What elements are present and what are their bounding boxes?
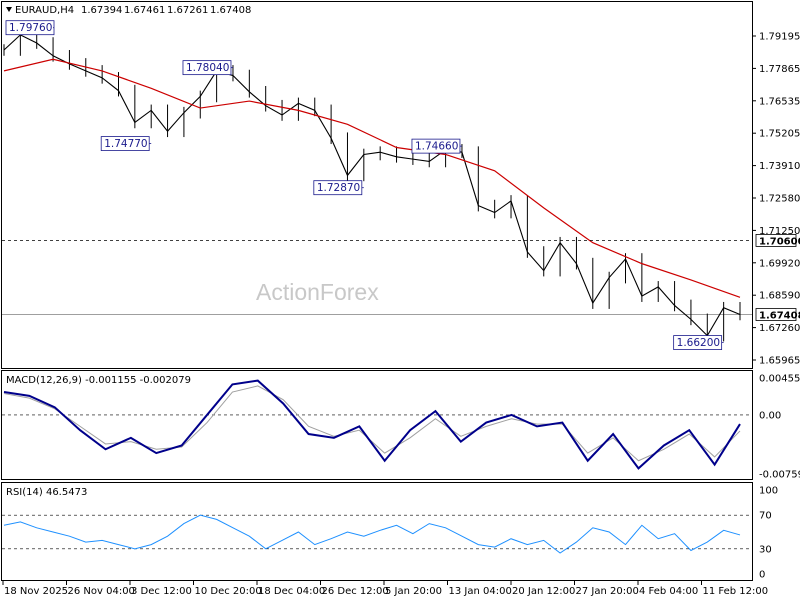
time-x-axis: 18 Nov 2025 26 Nov 04:003 Dec 12:00 10 Dec… [2, 581, 769, 597]
price-y-tick-label: 1.77865 [759, 64, 800, 75]
x-tick-label: 3 Dec 12:00 [131, 586, 192, 597]
macd-title: MACD(12,26,9) -0.001155 -0.002079 [6, 375, 191, 386]
macd-y-tick-label: -0.007593 [759, 470, 800, 481]
close-line [3, 34, 741, 337]
price-y-tick-label: 1.73910 [759, 161, 800, 172]
price-y-tick-label: 1.76535 [759, 96, 800, 107]
high-low-labels: 1.79760 1.74770 1.78040 1.72870 1.74660 1.662… [5, 20, 724, 350]
macd-y-axis: 0.004553 0.00 -0.007593 [759, 374, 800, 481]
symbol-label: EURAUD,H4 [15, 5, 74, 16]
rsi-y-tick-label: 0 [759, 570, 765, 581]
x-tick-label: 5 Jan 20:00 [385, 586, 442, 597]
x-tick-label: 13 Jan 04:00 [449, 586, 512, 597]
x-tick-label: 11 Feb 12:00 [703, 586, 769, 597]
price-y-tick-label: 1.72580 [759, 194, 800, 205]
price-y-tick-label: 1.79195 [759, 32, 800, 43]
price-y-tick-label: 1.67260 [759, 323, 800, 334]
high-low-label: 1.74770 [104, 138, 147, 150]
high-low-label: 1.74660 [415, 141, 458, 153]
price-panel [1, 1, 753, 369]
x-tick-label: 18 Nov 2025 [4, 586, 68, 597]
x-tick-label: 26 Dec 12:00 [322, 586, 389, 597]
level-tag-box [755, 234, 797, 247]
macd-panel [1, 370, 753, 480]
x-tick-label: 27 Jan 20:00 [576, 586, 639, 597]
high-low-label: 1.66200 [677, 337, 720, 349]
rsi-y-axis: 100 70 30 0 [759, 486, 778, 581]
x-tick-label: 26 Nov 04:00 [68, 586, 135, 597]
sma-line [3, 58, 741, 298]
close-value: 1.67408 [210, 5, 251, 16]
high-low-label: 1.72870 [317, 182, 360, 194]
x-tick-label: 10 Dec 20:00 [195, 586, 262, 597]
sma-series [3, 58, 741, 298]
high-low-label: 1.78040 [186, 62, 229, 74]
level-tag: 1.70600 [759, 236, 800, 247]
price-y-tick-label: 1.75205 [759, 129, 800, 140]
x-tick-label: 4 Feb 04:00 [639, 586, 698, 597]
x-tick-label: 18 Dec 04:00 [258, 586, 325, 597]
collapse-triangle-icon[interactable] [6, 7, 12, 12]
x-tick-label: 20 Jan 12:00 [512, 586, 575, 597]
high-value: 1.67461 [124, 5, 165, 16]
rsi-line [3, 514, 741, 554]
rsi-title: RSI(14) 46.5473 [6, 487, 87, 498]
price-y-tick-label: 1.65965 [759, 356, 800, 367]
rsi-y-tick-label: 100 [759, 486, 778, 497]
rsi-level-lines [2, 514, 752, 550]
price-y-tick-label: 1.68590 [759, 291, 800, 302]
low-value: 1.67261 [167, 5, 208, 16]
price-close-series [3, 34, 741, 337]
macd-y-tick-label: 0.00 [759, 410, 781, 421]
watermark: ActionForex [256, 279, 379, 305]
price-y-tick-label: 1.69920 [759, 258, 800, 269]
level-tag-box [755, 308, 797, 321]
rsi-y-tick-label: 70 [759, 511, 772, 522]
high-low-label: 1.79760 [9, 22, 52, 34]
level-tag: 1.67408 [759, 311, 800, 322]
macd-line [3, 379, 741, 470]
chart-header: EURAUD,H4 1.67394 1.67461 1.67261 1.6740… [6, 5, 251, 16]
rsi-y-tick-label: 30 [759, 544, 772, 555]
horizontal-levels: 1.70600 1.67408 [2, 234, 800, 322]
macd-series [3, 379, 741, 470]
macd-y-tick-label: 0.004553 [759, 374, 800, 385]
price-y-axis: 1.79195 1.77865 1.76535 1.75205 1.73910 1.725… [752, 32, 800, 367]
rsi-series [3, 514, 741, 554]
macd-signal-line [3, 385, 741, 462]
open-value: 1.67394 [81, 5, 122, 16]
price-y-tick-label: 1.71250 [759, 226, 800, 237]
